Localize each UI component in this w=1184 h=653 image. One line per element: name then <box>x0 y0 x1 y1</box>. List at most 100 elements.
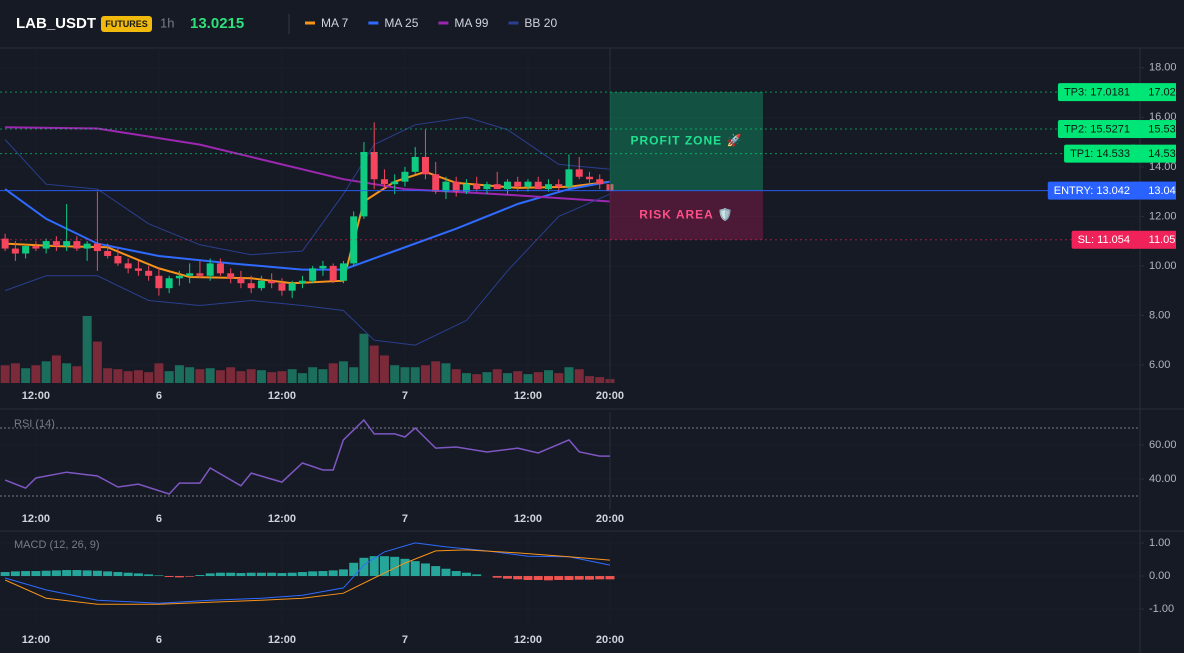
y-tick-label: 6.00 <box>1149 359 1170 371</box>
level-tag: TP2: 15.5271 <box>1064 123 1130 135</box>
volume-bar <box>31 365 41 383</box>
histogram-bar <box>584 576 594 580</box>
candle-body <box>11 248 19 254</box>
histogram-bar <box>328 570 338 577</box>
volume-bar <box>41 361 51 383</box>
volume-bar <box>369 345 379 383</box>
x-tick-label: 7 <box>402 390 408 402</box>
candle-body <box>155 275 163 289</box>
volume-bar <box>451 369 461 383</box>
candle-body <box>32 246 40 249</box>
histogram-bar <box>164 576 174 578</box>
histogram-bar <box>195 575 205 577</box>
volume-bar <box>318 369 328 383</box>
volume-bar <box>410 367 420 383</box>
volume-bar <box>226 367 236 383</box>
indicator-line <box>5 126 611 203</box>
badge: FUTURES <box>105 19 148 29</box>
volume-bar <box>51 355 61 383</box>
macd-line <box>4 549 611 605</box>
rsi-line <box>4 418 610 495</box>
candle-body <box>206 263 214 276</box>
interval: 1h <box>160 15 174 30</box>
price-tag-bg <box>1132 181 1176 200</box>
candle-body <box>575 169 583 177</box>
candle-body <box>63 241 71 247</box>
price-tag-bg <box>1132 230 1176 249</box>
candle-body <box>555 184 563 187</box>
histogram-bar <box>400 558 410 577</box>
level-tag: SL: 11.054 <box>1078 234 1130 246</box>
candle-body <box>432 174 440 192</box>
volume-bar <box>287 369 297 383</box>
x-tick-label: 12:00 <box>514 513 542 525</box>
candle-body <box>596 179 604 185</box>
y-tick-label: 12.00 <box>1149 210 1177 222</box>
candle-body <box>442 181 450 192</box>
x-tick-label: 7 <box>402 634 408 646</box>
histogram-bar <box>574 576 584 580</box>
level-tag-bg <box>1071 230 1136 249</box>
histogram-bar <box>369 556 379 577</box>
histogram-bar <box>92 570 102 577</box>
histogram-bar <box>297 572 307 577</box>
last-price: 13.0215 <box>190 15 244 32</box>
candle-body <box>196 273 204 276</box>
histogram-bar <box>72 570 82 577</box>
volume-bar <box>267 372 277 383</box>
volume-bar <box>379 355 389 383</box>
legend-label: MA 99 <box>454 16 488 30</box>
volume-bar <box>103 368 113 383</box>
volume-bar <box>482 372 492 383</box>
y-tick-label: 60.00 <box>1149 439 1177 451</box>
y-tick-label: 10.00 <box>1149 260 1177 272</box>
x-tick-label: 6 <box>156 634 162 646</box>
volume-bar <box>185 367 195 383</box>
price-tag: 17.02 <box>1148 87 1176 99</box>
candle-body <box>565 169 573 187</box>
volume-bar <box>492 369 502 383</box>
pane-label: MACD (12, 26, 9) <box>14 539 100 551</box>
histogram-bar <box>543 576 553 581</box>
legend-label: BB 20 <box>524 16 557 30</box>
candle-body <box>216 263 224 274</box>
histogram-bar <box>236 573 246 577</box>
zone-label: PROFIT ZONE 🚀 <box>631 134 743 148</box>
volume-bar <box>0 365 10 383</box>
candle-body <box>380 179 388 185</box>
volume-bar <box>195 369 205 383</box>
candle-body <box>83 243 91 249</box>
volume-bar <box>256 370 266 383</box>
volume-bar <box>461 373 471 383</box>
x-tick-label: 12:00 <box>268 390 296 402</box>
y-tick-label: 14.00 <box>1149 161 1177 173</box>
candle-body <box>257 280 265 289</box>
candle-body <box>165 278 173 289</box>
histogram-bar <box>502 576 512 579</box>
histogram-bar <box>103 571 113 577</box>
histogram-bar <box>359 557 369 577</box>
candle-body <box>421 156 429 175</box>
volume-bar <box>420 365 430 383</box>
histogram-bar <box>226 572 236 577</box>
histogram-bar <box>10 571 20 577</box>
pane-label: RSI (14) <box>14 418 55 430</box>
candle-body <box>1 238 9 249</box>
y-tick-label: 0.00 <box>1149 570 1170 582</box>
indicator-line <box>4 193 611 346</box>
histogram-bar <box>492 576 502 578</box>
candle-body <box>319 265 327 269</box>
histogram-bar <box>605 576 615 580</box>
candle-body <box>104 251 112 256</box>
candle-body <box>247 283 255 289</box>
volume-bar <box>595 377 605 383</box>
histogram-bar <box>390 556 400 577</box>
histogram-bar <box>154 575 164 577</box>
histogram-bar <box>533 576 543 580</box>
badge-bg <box>101 16 152 32</box>
x-tick-label: 6 <box>156 513 162 525</box>
volume-bar <box>277 371 287 383</box>
symbol: LAB_USDT <box>16 15 96 32</box>
histogram-bar <box>523 576 533 580</box>
